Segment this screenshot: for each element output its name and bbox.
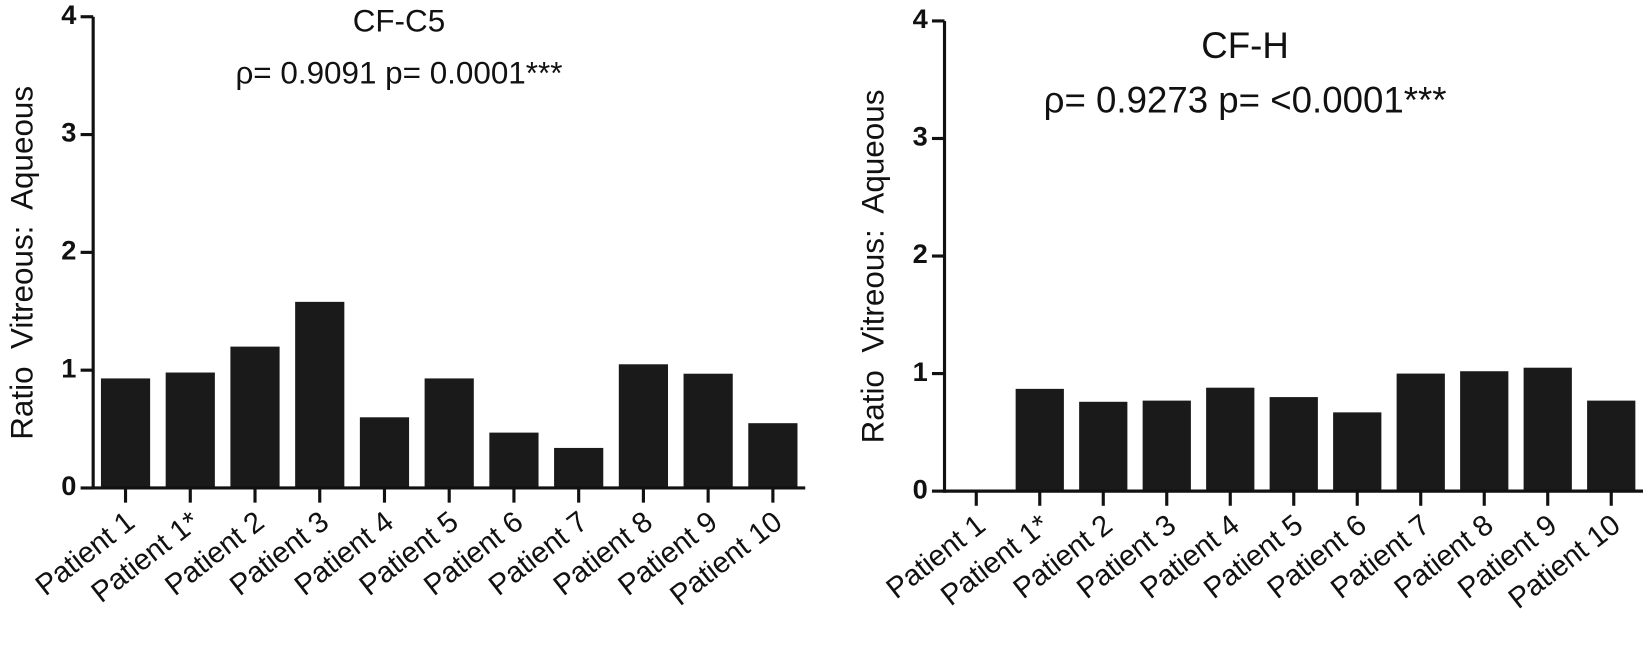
y-tick-label: 1 [913, 356, 928, 387]
bar [1206, 387, 1255, 492]
bar [683, 373, 733, 488]
bar [1523, 367, 1572, 492]
y-tick-label: 0 [913, 473, 928, 504]
y-tick-label: 3 [61, 117, 76, 148]
bar [1460, 371, 1509, 492]
y-tick-label: 3 [913, 121, 928, 152]
bar [100, 378, 151, 488]
y-tick-label: 0 [61, 470, 76, 501]
chart-subtitle: ρ= 0.9091 p= 0.0001*** [235, 56, 562, 91]
bar [554, 447, 604, 488]
bar [1396, 373, 1445, 492]
y-tick-label: 1 [61, 352, 76, 383]
chart-title: CF-C5 [353, 3, 445, 38]
chart-title: CF-H [1201, 25, 1289, 66]
y-tick-label: 4 [61, 0, 76, 30]
bar [295, 301, 345, 488]
bar [1269, 397, 1318, 492]
bar [424, 378, 474, 488]
y-tick-label: 4 [913, 3, 928, 34]
y-tick-label: 2 [61, 235, 76, 266]
bar [1333, 412, 1382, 492]
bar [230, 346, 280, 488]
bar [618, 364, 669, 488]
bar [1015, 388, 1064, 492]
y-tick-label: 2 [913, 238, 928, 269]
bar [1142, 400, 1191, 492]
bar [1079, 401, 1128, 492]
chart-subtitle: ρ= 0.9273 p= <0.0001*** [1044, 79, 1447, 120]
bar [165, 372, 215, 488]
bar [748, 423, 798, 488]
y-axis-label: Ratio Vitreous: Aqueous [856, 90, 891, 444]
bar [359, 417, 410, 488]
bar [1587, 400, 1636, 492]
bar [489, 432, 539, 488]
y-axis-label: Ratio Vitreous: Aqueous [4, 86, 39, 440]
